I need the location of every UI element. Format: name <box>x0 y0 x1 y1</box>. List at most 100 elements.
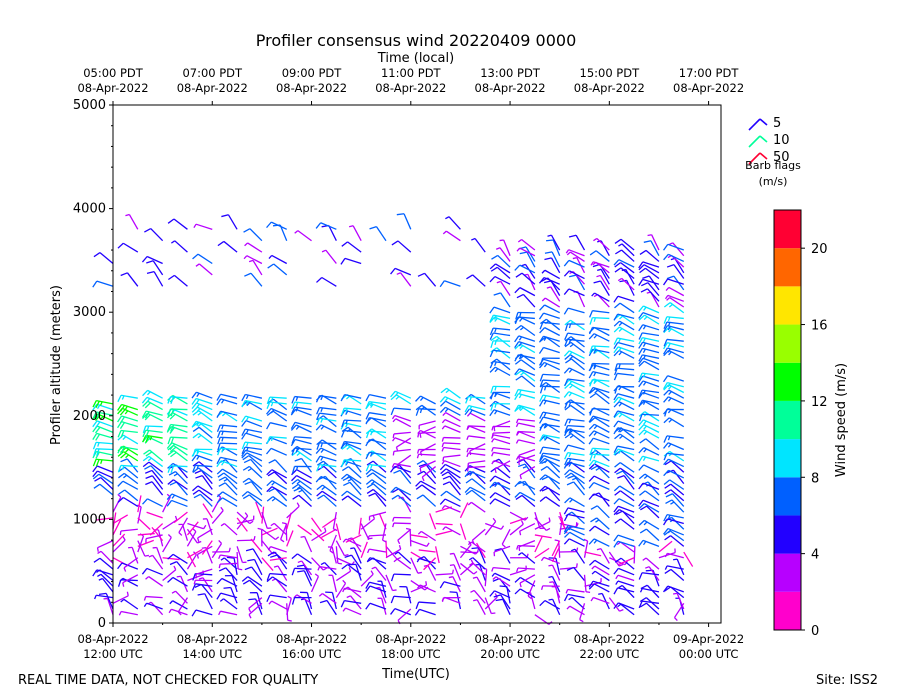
wind-barb-staff <box>146 567 163 576</box>
wind-barb-half-feather <box>218 554 221 560</box>
wind-barb-half-feather <box>668 418 673 423</box>
wind-barb-staff <box>335 582 347 598</box>
wind-barb-half-feather <box>668 303 673 308</box>
wind-barb-half-feather <box>176 575 181 578</box>
wind-barb-staff <box>583 540 589 558</box>
wind-barb-half-feather <box>466 467 469 472</box>
wind-barb-half-feather <box>585 591 591 594</box>
wind-barb-staff <box>569 251 585 262</box>
wind-barb-staff <box>120 528 138 532</box>
wind-barb-feather <box>291 466 296 474</box>
wind-barb-staff <box>647 282 660 297</box>
wind-barb-staff <box>173 511 188 524</box>
wind-barb-feather <box>118 472 125 479</box>
wind-barb-feather <box>290 439 296 447</box>
wind-barb-staff <box>422 494 437 507</box>
wind-barb-staff <box>336 557 353 566</box>
wind-barb-half-feather <box>568 526 572 531</box>
wind-barb-feather <box>366 460 374 466</box>
wind-barb-staff <box>534 534 552 539</box>
colorbar-tick-label: 4 <box>811 548 819 563</box>
wind-barb-feather <box>589 417 596 423</box>
wind-barb-staff <box>294 421 312 428</box>
wind-barb-staff <box>369 412 387 416</box>
wind-barb-feather <box>465 489 473 496</box>
wind-barb-staff <box>484 521 497 536</box>
wind-barb-half-feather <box>342 538 347 543</box>
wind-barb-staff <box>445 230 461 242</box>
wind-barb-feather <box>614 302 621 309</box>
wind-barb-staff <box>594 326 610 337</box>
wind-barb-feather <box>663 458 669 466</box>
wind-barb-half-feather <box>468 557 474 561</box>
wind-barb-half-feather <box>491 567 494 572</box>
wind-barb-half-feather <box>346 595 351 599</box>
wind-barb-feather <box>638 464 645 471</box>
wind-barb-staff <box>617 295 635 302</box>
wind-barb-feather <box>191 421 197 428</box>
wind-barb-feather <box>290 424 297 431</box>
wind-barb-staff <box>617 313 635 320</box>
wind-barb-feather <box>563 525 569 533</box>
wind-barb-half-feather <box>572 257 578 260</box>
wind-barb-half-feather <box>417 530 422 535</box>
wind-barb-staff <box>374 566 387 581</box>
wind-barb-feather <box>192 489 200 495</box>
wind-barb-staff <box>321 528 337 538</box>
wind-barb-feather <box>588 371 594 379</box>
wind-barb-half-feather <box>668 391 672 396</box>
wind-barb-half-feather <box>442 526 446 531</box>
wind-barb-staff <box>348 466 362 479</box>
wind-barb-feather <box>516 293 524 299</box>
wind-barb-feather <box>119 416 125 424</box>
wind-barb-half-feather <box>593 454 596 459</box>
wind-barb-feather <box>638 572 643 580</box>
wind-barb-staff <box>617 534 635 542</box>
wind-barb-half-feather <box>244 242 249 247</box>
wind-barb-feather <box>145 451 153 457</box>
wind-barb-feather <box>144 414 151 421</box>
wind-barb-half-feather <box>323 527 327 532</box>
wind-barb-half-feather <box>337 562 343 565</box>
wind-barb-feather <box>166 426 173 433</box>
wind-barb-feather <box>663 316 668 324</box>
wind-barb-staff <box>670 483 685 496</box>
wind-barb-feather <box>270 554 278 558</box>
wind-barb-feather <box>514 576 521 583</box>
wind-barb-staff <box>423 470 437 485</box>
wind-barb-staff <box>410 557 419 574</box>
wind-barb-staff <box>250 272 263 287</box>
wind-barb-half-feather <box>218 540 222 544</box>
wind-barb-feather <box>464 486 471 494</box>
wind-barb-feather <box>95 414 101 421</box>
wind-barb-staff <box>500 594 511 610</box>
wind-barb-staff <box>335 523 342 541</box>
wind-barb-staff <box>204 593 213 610</box>
wind-barb-staff <box>122 574 139 584</box>
wind-barb-half-feather <box>220 506 224 511</box>
wind-barb-staff <box>645 267 660 280</box>
wind-barb-staff <box>517 430 535 434</box>
wind-barb-staff <box>643 400 660 411</box>
wind-barb-half-feather <box>442 230 447 235</box>
wind-barb-staff <box>552 581 561 598</box>
wind-barb-half-feather <box>198 577 204 580</box>
wind-barb-feather <box>265 408 272 415</box>
wind-barb-feather <box>663 375 669 383</box>
wind-barb-staff <box>199 493 213 507</box>
wind-barb-half-feather <box>540 557 545 562</box>
wind-barb-staff <box>543 416 560 422</box>
wind-barb-staff <box>99 557 114 570</box>
wind-barb-half-feather <box>416 454 420 459</box>
wind-barb-half-feather <box>243 255 248 260</box>
wind-barb-half-feather <box>444 397 449 402</box>
wind-barb-staff <box>501 528 511 545</box>
wind-barb-staff <box>542 373 560 377</box>
wind-barb-staff <box>484 597 492 614</box>
wind-barb-half-feather <box>591 570 596 575</box>
wind-barb-feather <box>514 393 520 401</box>
wind-barb-staff <box>567 444 585 451</box>
wind-barb-feather <box>415 395 421 402</box>
wind-barb-feather <box>141 396 148 404</box>
wind-barb-half-feather <box>516 247 521 252</box>
